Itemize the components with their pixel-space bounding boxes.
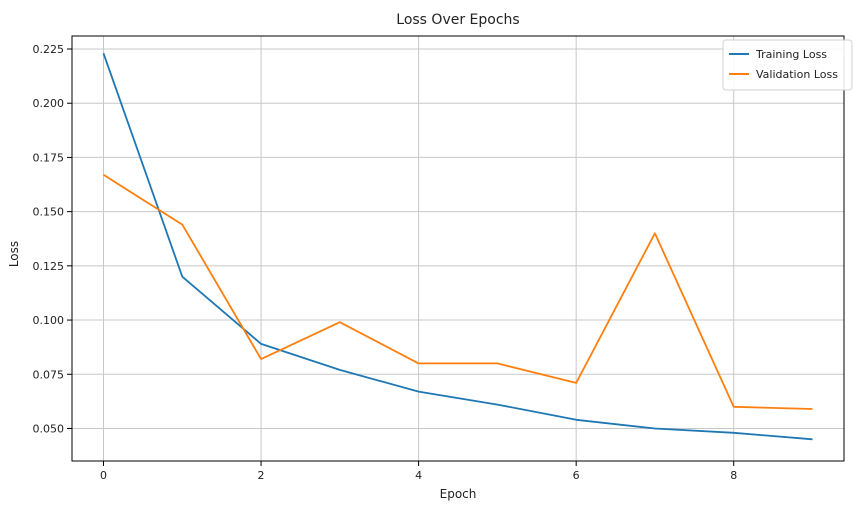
- training-loss-line: [104, 53, 813, 439]
- x-tick-label: 6: [573, 469, 580, 482]
- chart-title: Loss Over Epochs: [396, 12, 519, 28]
- y-axis-label: Loss: [7, 241, 21, 267]
- x-tick-label: 8: [730, 469, 737, 482]
- x-axis-label: Epoch: [440, 487, 477, 501]
- y-tick-label: 0.125: [33, 260, 65, 273]
- y-tick-label: 0.100: [33, 314, 65, 327]
- legend: Training Loss Validation Loss: [723, 40, 852, 90]
- y-tick-label: 0.225: [33, 43, 65, 56]
- legend-label-training-loss: Training Loss: [755, 48, 827, 61]
- axis-ticks: 0 2 4 6 8 0.050 0.075 0.100 0.125 0.150 0.175 0.200…: [33, 43, 738, 482]
- y-tick-label: 0.150: [33, 206, 65, 219]
- legend-label-validation-loss: Validation Loss: [756, 68, 838, 81]
- y-tick-label: 0.075: [33, 368, 65, 381]
- x-tick-label: 2: [258, 469, 265, 482]
- y-tick-label: 0.200: [33, 97, 65, 110]
- x-tick-label: 0: [100, 469, 107, 482]
- series-lines: [103, 53, 812, 439]
- y-tick-label: 0.050: [33, 422, 65, 435]
- y-tick-label: 0.175: [33, 151, 65, 164]
- x-tick-label: 4: [415, 469, 422, 482]
